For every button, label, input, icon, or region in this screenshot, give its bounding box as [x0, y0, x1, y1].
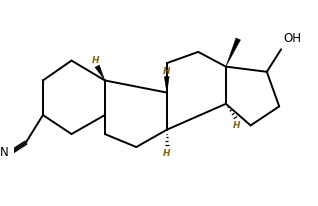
Text: H: H	[233, 121, 241, 130]
Polygon shape	[226, 39, 240, 67]
Polygon shape	[95, 66, 105, 81]
Text: N: N	[0, 145, 8, 158]
Polygon shape	[164, 77, 169, 93]
Text: H: H	[163, 148, 170, 157]
Text: H: H	[92, 56, 100, 65]
Text: H: H	[163, 66, 170, 75]
Text: OH: OH	[283, 32, 301, 44]
